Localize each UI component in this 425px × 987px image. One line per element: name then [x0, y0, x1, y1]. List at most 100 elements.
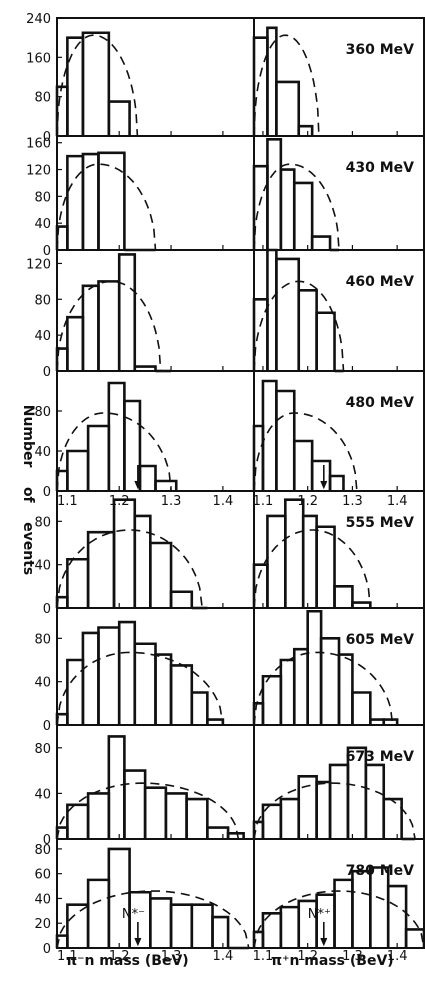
- histogram-bin: [284, 498, 305, 608]
- histogram-bin: [266, 138, 283, 250]
- panel-right-4: [252, 370, 425, 492]
- panel-frame: [253, 370, 425, 492]
- y-tick-label: 40: [34, 892, 51, 907]
- energy-row-2: 430 MeV 0 40 80 120 160: [26, 135, 425, 259]
- phase-space-curve: [56, 529, 203, 609]
- phase-space-curve: [56, 782, 240, 840]
- y-tick-label: 0: [43, 244, 51, 259]
- histogram-bin: [315, 311, 336, 371]
- x-axis-label-left: π⁻n mass (BeV): [66, 953, 189, 969]
- histogram-bin: [292, 439, 314, 491]
- panel-left-5: [55, 490, 255, 610]
- energy-label: 480 MeV: [346, 395, 415, 411]
- histogram-bin: [386, 884, 408, 948]
- y-tick-label: 0: [43, 942, 51, 957]
- y-tick-label: 80: [34, 405, 51, 420]
- histogram-bin: [149, 897, 173, 948]
- x-tick-labels: 1.1 1.2 1.3 1.4 1.1 1.2 1.3 1.4 1.1 1.2 1.3 1.4 1.1 1…: [57, 494, 407, 964]
- x-tick-label: 1.4: [213, 494, 234, 509]
- panel-right-7: [252, 724, 425, 841]
- histogram-bin: [66, 36, 85, 136]
- histogram-bin: [292, 181, 314, 250]
- x-tick-label: 1.3: [161, 949, 182, 964]
- panel-left-1: [55, 17, 255, 137]
- histogram-bin: [333, 878, 354, 948]
- y-tick-label: 40: [34, 787, 51, 802]
- histogram-bin: [66, 557, 90, 608]
- histogram-bin: [97, 280, 121, 371]
- histogram-bin: [55, 595, 69, 608]
- histogram-bin: [138, 464, 157, 491]
- histogram-bin: [206, 826, 230, 839]
- histogram-bin: [310, 235, 332, 250]
- histogram-bin: [315, 780, 332, 839]
- histogram-bin: [279, 905, 301, 948]
- energy-row-6: 605 MeV 0 40 80: [34, 607, 425, 734]
- histogram-bin: [404, 928, 425, 948]
- x-tick-label: 1.4: [387, 494, 408, 509]
- x-tick-label: 1.4: [213, 949, 234, 964]
- histogram-bin: [315, 525, 336, 608]
- resonance-arrow-head: [320, 937, 328, 947]
- histogram-bin: [81, 284, 100, 371]
- histogram-bin: [252, 36, 269, 136]
- histogram-bin: [66, 315, 85, 371]
- histogram-bin: [275, 80, 301, 136]
- energy-label: 780 MeV: [346, 863, 415, 879]
- histogram-bin: [306, 609, 323, 725]
- histogram-bin: [81, 631, 100, 725]
- phase-space-curve: [253, 782, 416, 840]
- histogram-bin: [261, 674, 283, 725]
- panel-frame: [253, 724, 425, 840]
- histogram-bin: [123, 769, 147, 839]
- histogram-bin: [107, 847, 131, 948]
- histogram-bin: [149, 541, 173, 608]
- y-tick-label: 160: [26, 51, 51, 66]
- histogram-bin: [86, 878, 111, 948]
- phase-space-curve: [253, 280, 345, 372]
- panel-frame: [56, 249, 255, 372]
- energy-label: 430 MeV: [346, 160, 415, 176]
- y-tick-label: 120: [26, 164, 51, 179]
- histogram-bin: [123, 399, 142, 491]
- histogram-bin: [337, 653, 354, 725]
- panel-right-6: [252, 607, 425, 726]
- histogram-bin: [351, 869, 372, 948]
- histogram-bin: [86, 530, 116, 608]
- y-tick-label: 80: [34, 843, 51, 858]
- y-tick-label: 160: [26, 137, 51, 152]
- x-tick-label: 1.2: [109, 494, 130, 509]
- phase-space-curve: [56, 34, 139, 137]
- phase-space-curve: [253, 163, 340, 251]
- histogram-bin: [154, 479, 178, 491]
- y-tick-label: 80: [34, 632, 51, 647]
- panel-left-3: [55, 249, 255, 373]
- energy-row-4: 480 MeV 0 40 80: [34, 370, 425, 500]
- histogram-bin: [328, 763, 350, 839]
- y-tick-label: 80: [34, 190, 51, 205]
- histogram-bin: [86, 792, 111, 839]
- histogram-bin: [81, 152, 100, 250]
- x-tick-label: 1.2: [297, 494, 318, 509]
- resonance-label: N*⁻: [122, 907, 145, 922]
- panel-frame: [56, 838, 255, 949]
- histogram-bin: [279, 797, 301, 839]
- histogram-bin: [169, 590, 194, 608]
- histogram-bin: [55, 85, 69, 136]
- histogram-bin: [226, 832, 245, 839]
- resonance-arrow-head: [134, 937, 142, 947]
- x-tick-label: 1.2: [297, 949, 318, 964]
- histogram-bin: [190, 691, 209, 725]
- panel-right-1: [252, 17, 425, 137]
- histogram-bin: [112, 498, 137, 608]
- y-tick-label: 80: [34, 293, 51, 308]
- histogram-bin: [275, 257, 301, 371]
- phase-space-curve: [56, 412, 172, 492]
- energy-row-5: 555 MeV 0 40 80: [34, 490, 425, 617]
- histogram-bin: [211, 915, 230, 948]
- histogram-bin: [261, 379, 278, 491]
- y-tick-label: 40: [34, 559, 51, 574]
- histogram-bin: [279, 658, 296, 725]
- histogram-bin: [297, 289, 318, 371]
